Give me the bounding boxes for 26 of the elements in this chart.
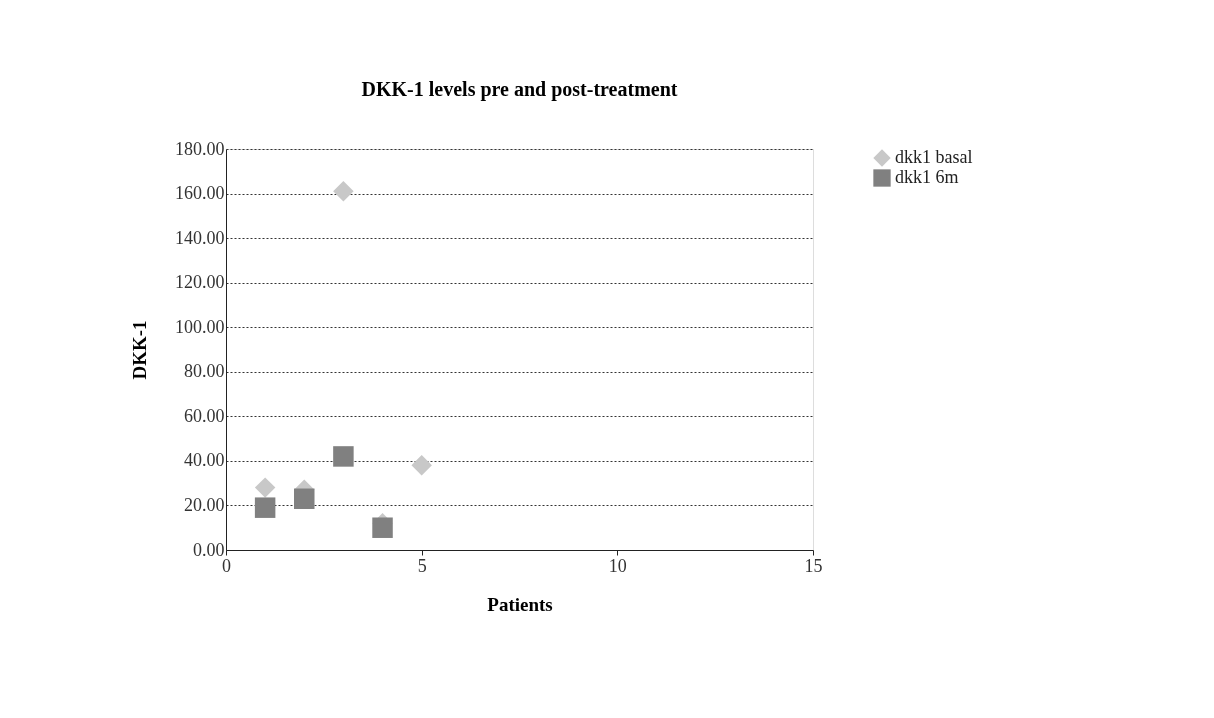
legend-label: dkk1 6m (895, 167, 959, 187)
x-axis-title: Patients (487, 593, 553, 615)
y-axis-title: DKK-1 (129, 320, 150, 380)
y-tick-label: 180.00 (175, 138, 225, 159)
y-tick-label: 20.00 (184, 494, 225, 515)
y-tick-label: 100.00 (175, 316, 225, 337)
x-tick-label: 5 (417, 555, 427, 576)
point (411, 455, 432, 476)
y-tick-label: 0.00 (193, 539, 225, 560)
y-tick-label: 80.00 (184, 361, 225, 382)
legend-label: dkk1 basal (895, 147, 973, 167)
y-tick-label: 160.00 (175, 183, 225, 204)
y-tick-label: 120.00 (175, 272, 225, 293)
point (294, 488, 315, 510)
point (254, 497, 276, 518)
point (254, 477, 276, 498)
x-tick-label: 10 (608, 555, 627, 576)
chart-title: DKK-1 levels pre and post-treatment (361, 78, 678, 101)
y-tick-label: 140.00 (175, 227, 225, 248)
point (333, 446, 354, 467)
y-tick-label: 40.00 (184, 450, 225, 471)
point (333, 181, 354, 202)
y-tick-label: 60.00 (184, 405, 225, 426)
x-tick-label: 0 (222, 555, 231, 576)
point (372, 517, 393, 538)
x-tick-label: 15 (804, 555, 823, 576)
